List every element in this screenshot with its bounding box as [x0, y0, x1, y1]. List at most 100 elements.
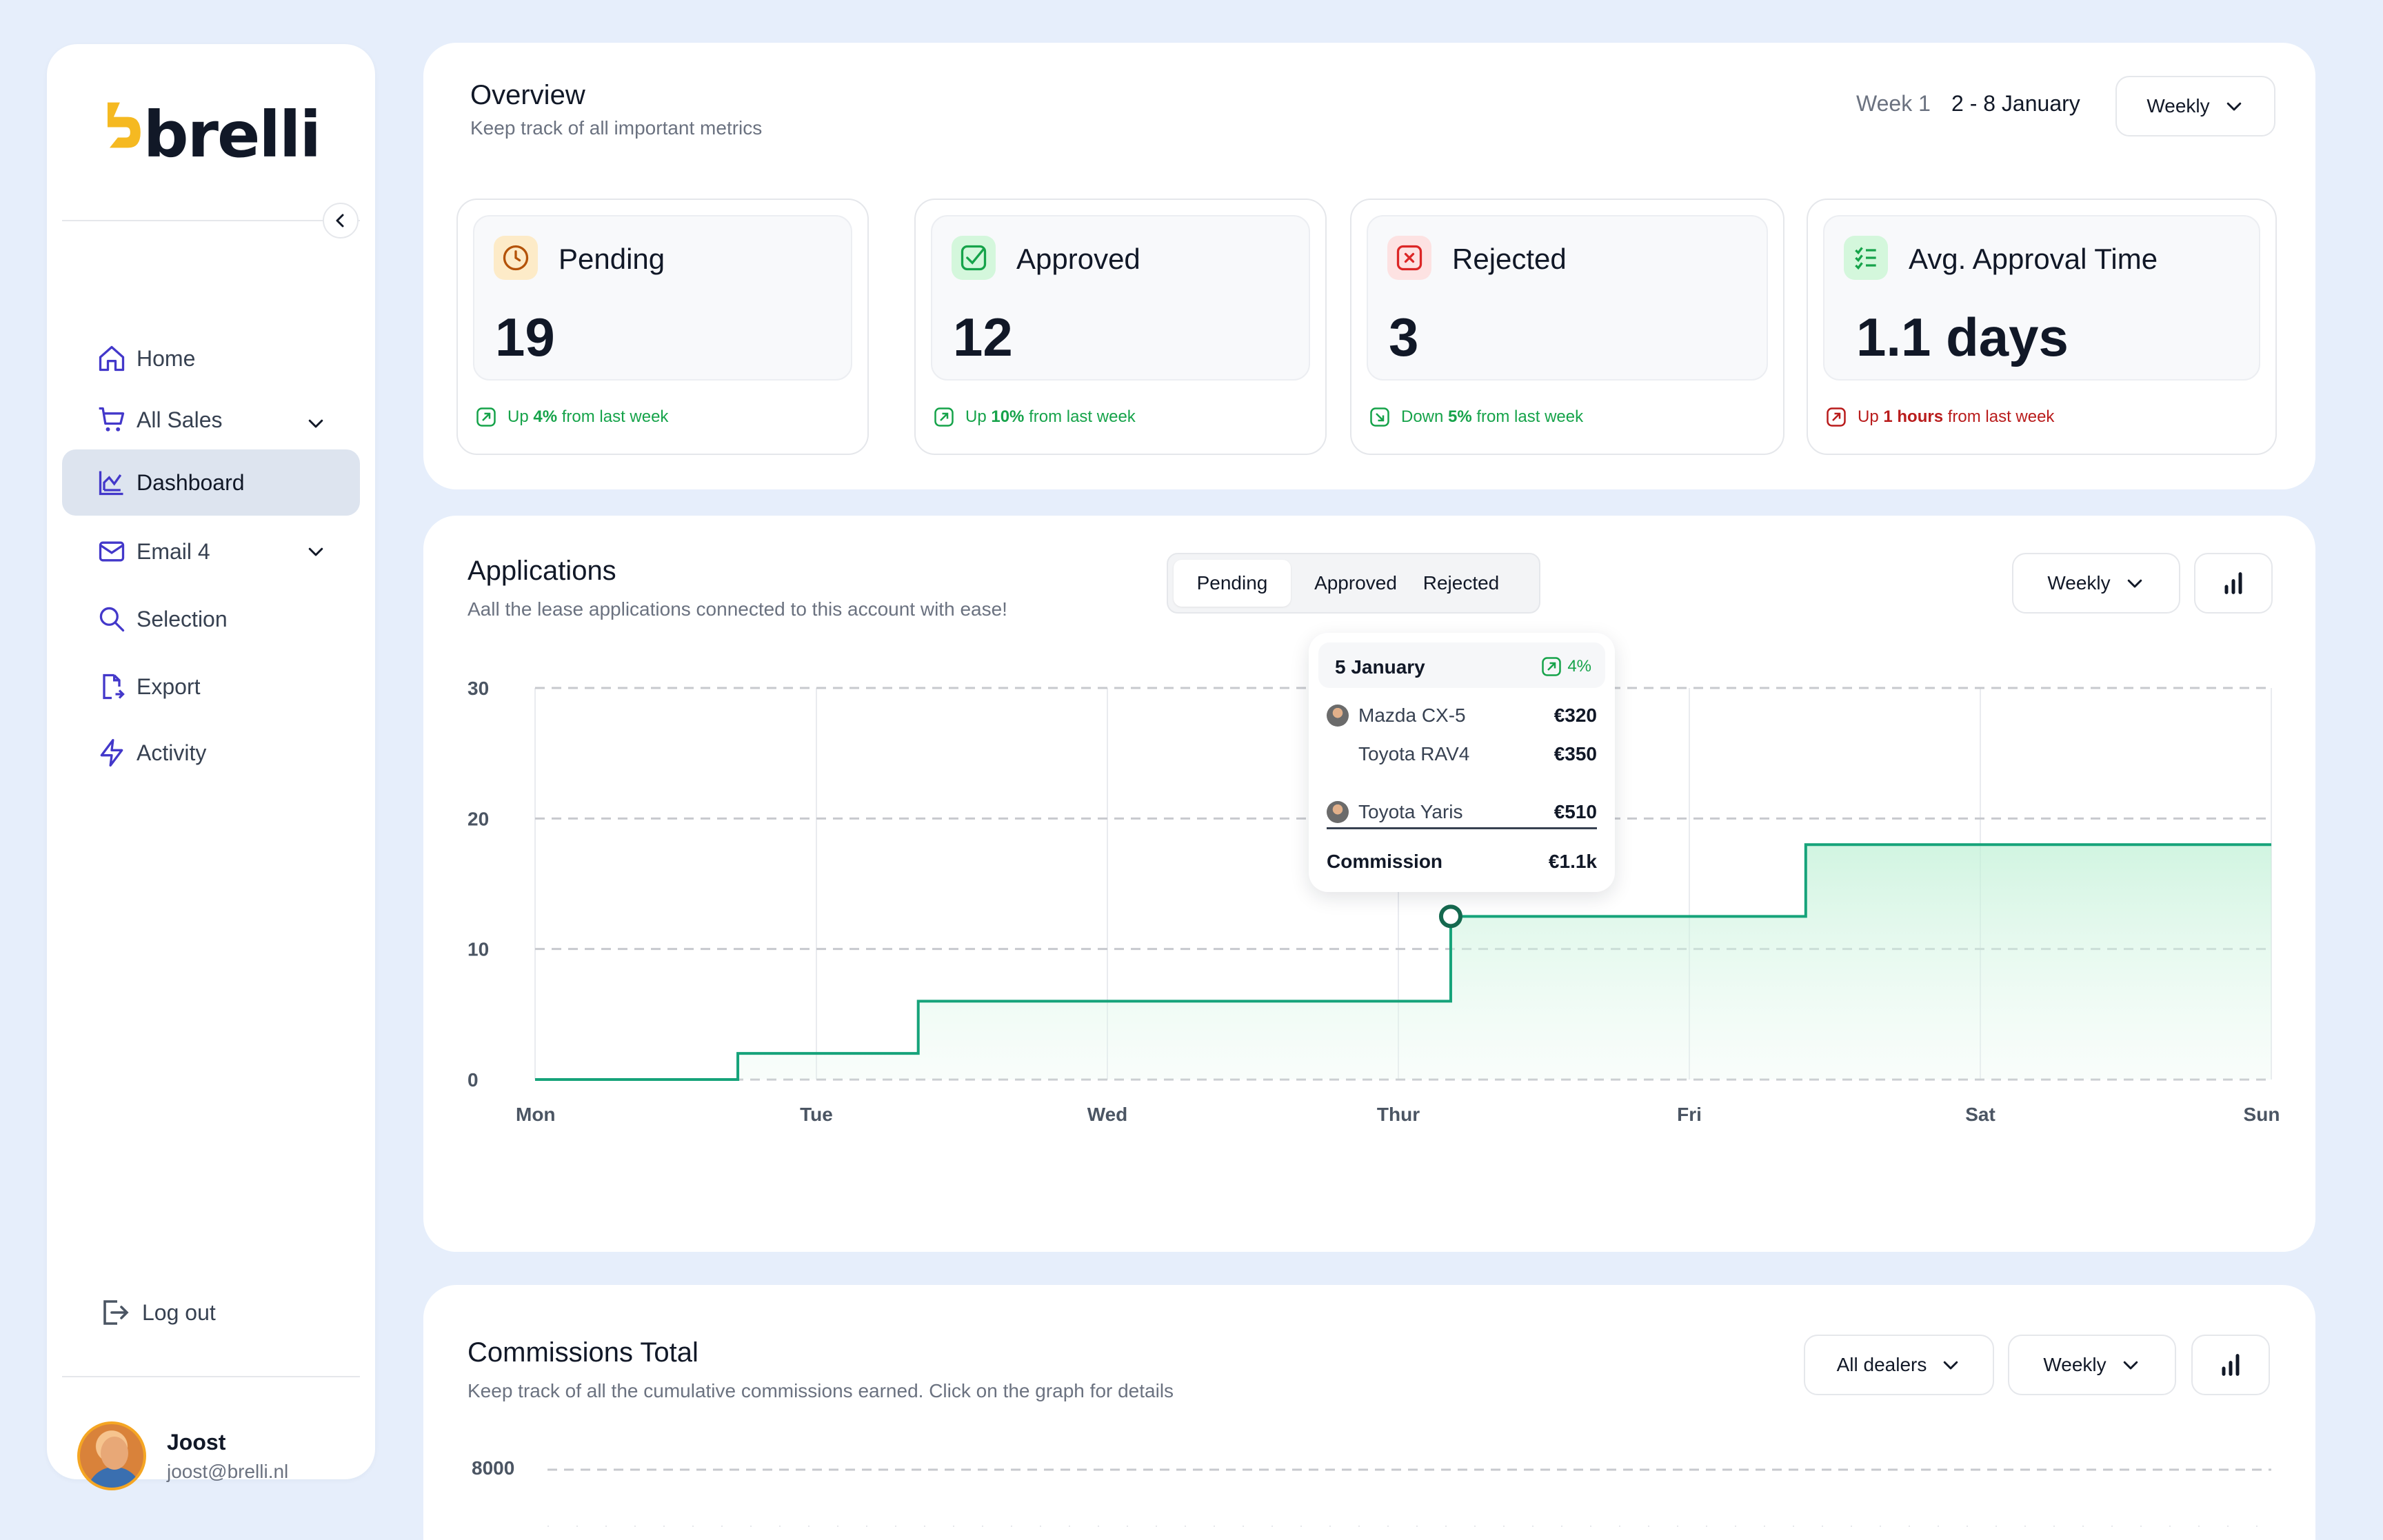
bar-chart-icon [2222, 1354, 2240, 1376]
tab-pending[interactable]: Pending [1174, 560, 1291, 607]
applications-subtitle: Aall the lease applications connected to… [467, 598, 1007, 620]
overview-card: Overview Keep track of all important met… [423, 43, 2315, 489]
arrow-up-right-icon [1824, 405, 1848, 429]
arrow-up-right-icon [932, 405, 956, 429]
commissions-chart[interactable] [423, 1285, 2315, 1540]
commissions-period-dropdown[interactable]: Weekly [2008, 1335, 2176, 1395]
tooltip-price: €350 [1554, 743, 1597, 764]
bolt-icon [95, 736, 128, 769]
trend-direction: Up [507, 407, 529, 426]
week-label: Week 1 [1856, 91, 1931, 116]
tab-rejected[interactable]: Rejected [1422, 572, 1500, 594]
arrow-up-right-icon [1542, 657, 1562, 676]
logout-label: Log out [142, 1299, 216, 1325]
applications-title: Applications [467, 556, 616, 586]
metric-label: Avg. Approval Time [1909, 243, 2158, 275]
chart-type-button[interactable] [2194, 553, 2273, 614]
logout-button[interactable]: Log out [98, 1296, 216, 1329]
sidebar: brelli Home All Sales Dashboard [47, 44, 375, 1490]
chart-area [535, 844, 2271, 1080]
metric-label: Rejected [1452, 243, 1567, 275]
tab-approved[interactable]: Approved [1314, 572, 1397, 594]
y-tick-label: 8000 [472, 1457, 515, 1479]
overview-title: Overview [470, 80, 585, 110]
metric-value: 19 [495, 307, 555, 367]
applications-card: Applications Aall the lease applications… [423, 516, 2315, 1252]
metric-value: 3 [1389, 307, 1419, 367]
home-icon [95, 342, 128, 375]
chart-icon [95, 466, 128, 499]
y-tick-label: 10 [467, 939, 489, 960]
chart-tooltip: 5 January 4% Mazda CX-5 €320 Toyota RAV4… [1309, 633, 1615, 892]
sidebar-item-export[interactable]: Export [62, 654, 360, 720]
cart-icon [95, 403, 128, 436]
sidebar-item-email[interactable]: Email 4 [62, 518, 360, 585]
trend-direction: Down [1401, 407, 1444, 426]
metric-card-avg-approval[interactable]: Avg. Approval Time 1.1 days Up 1 hours f… [1807, 199, 2277, 455]
applications-period-dropdown[interactable]: Weekly [2012, 553, 2180, 614]
dropdown-label: Weekly [2047, 572, 2111, 594]
sidebar-item-label: Dashboard [137, 469, 245, 495]
overview-period-dropdown[interactable]: Weekly [2115, 76, 2275, 136]
sidebar-item-all-sales[interactable]: All Sales [62, 390, 360, 449]
x-tick-label: Mon [516, 1104, 556, 1125]
chevron-down-icon [2226, 102, 2241, 111]
sidebar-nav: Home All Sales Dashboard Email 4 [62, 327, 360, 786]
metric-inner: Pending 19 [473, 215, 852, 381]
tooltip-header: 5 January 4% [1318, 642, 1605, 688]
trend-value: 1 hours [1883, 407, 1944, 426]
avatar [1327, 801, 1349, 823]
trend-text: from last week [1476, 407, 1584, 426]
sidebar-item-activity[interactable]: Activity [62, 720, 360, 786]
metric-trend: Up 10% from last week [932, 405, 1136, 429]
user-email: joost@brelli.nl [167, 1460, 289, 1482]
metric-trend: Up 1 hours from last week [1824, 405, 2054, 429]
tooltip-row: Toyota RAV4 €350 [1327, 740, 1597, 768]
metric-card-approved[interactable]: Approved 12 Up 10% from last week [914, 199, 1327, 455]
list-check-icon [1844, 236, 1888, 280]
overview-subtitle: Keep track of all important metrics [470, 117, 763, 139]
x-tick-label: Sun [2244, 1104, 2280, 1125]
trend-text: from last week [1029, 407, 1136, 426]
divider [62, 1376, 360, 1377]
tooltip-car: Toyota Yaris [1358, 801, 1463, 822]
chevron-left-icon [336, 214, 344, 227]
metric-label: Approved [1016, 243, 1140, 275]
chart-type-button[interactable] [2191, 1335, 2270, 1395]
commissions-title: Commissions Total [467, 1337, 698, 1368]
sidebar-item-label: Home [137, 345, 196, 371]
metric-card-rejected[interactable]: Rejected 3 Down 5% from last week [1350, 199, 1784, 455]
trend-direction: Up [1858, 407, 1879, 426]
tooltip-car: Toyota RAV4 [1358, 743, 1470, 764]
sidebar-item-selection[interactable]: Selection [62, 585, 360, 654]
divider [62, 220, 360, 221]
tooltip-total-label: Commission [1327, 851, 1443, 872]
clock-icon [494, 236, 538, 280]
highlight-point [1438, 904, 1462, 929]
commissions-subtitle: Keep track of all the cumulative commiss… [467, 1380, 1174, 1401]
sidebar-item-home[interactable]: Home [62, 327, 360, 390]
metric-inner: Approved 12 [931, 215, 1310, 381]
chevron-down-icon [2127, 579, 2142, 588]
tooltip-total-value: €1.1k [1548, 851, 1597, 872]
metric-card-pending[interactable]: Pending 19 Up 4% from last week [456, 199, 869, 455]
dealers-dropdown[interactable]: All dealers [1804, 1335, 1994, 1395]
trend-text: from last week [1947, 407, 2055, 426]
user-profile[interactable]: Joost joost@brelli.nl [77, 1421, 288, 1490]
sidebar-item-label: Activity [137, 740, 207, 765]
search-icon [95, 602, 128, 636]
sidebar-item-label: Export [137, 673, 201, 699]
tooltip-price: €320 [1554, 705, 1597, 726]
trend-text: from last week [561, 407, 669, 426]
trend-value: 10% [991, 407, 1025, 426]
metric-inner: Rejected 3 [1367, 215, 1768, 381]
collapse-sidebar-button[interactable] [323, 203, 359, 239]
user-name: Joost [167, 1429, 226, 1455]
tooltip-row: Toyota Yaris €510 [1327, 798, 1597, 826]
sidebar-item-dashboard[interactable]: Dashboard [62, 449, 360, 516]
chevron-down-icon[interactable] [299, 535, 332, 568]
arrow-down-right-icon [1368, 405, 1391, 429]
brelli-logo[interactable]: brelli [99, 91, 321, 174]
arrow-up-right-icon [474, 405, 498, 429]
chevron-down-icon[interactable] [299, 407, 332, 440]
